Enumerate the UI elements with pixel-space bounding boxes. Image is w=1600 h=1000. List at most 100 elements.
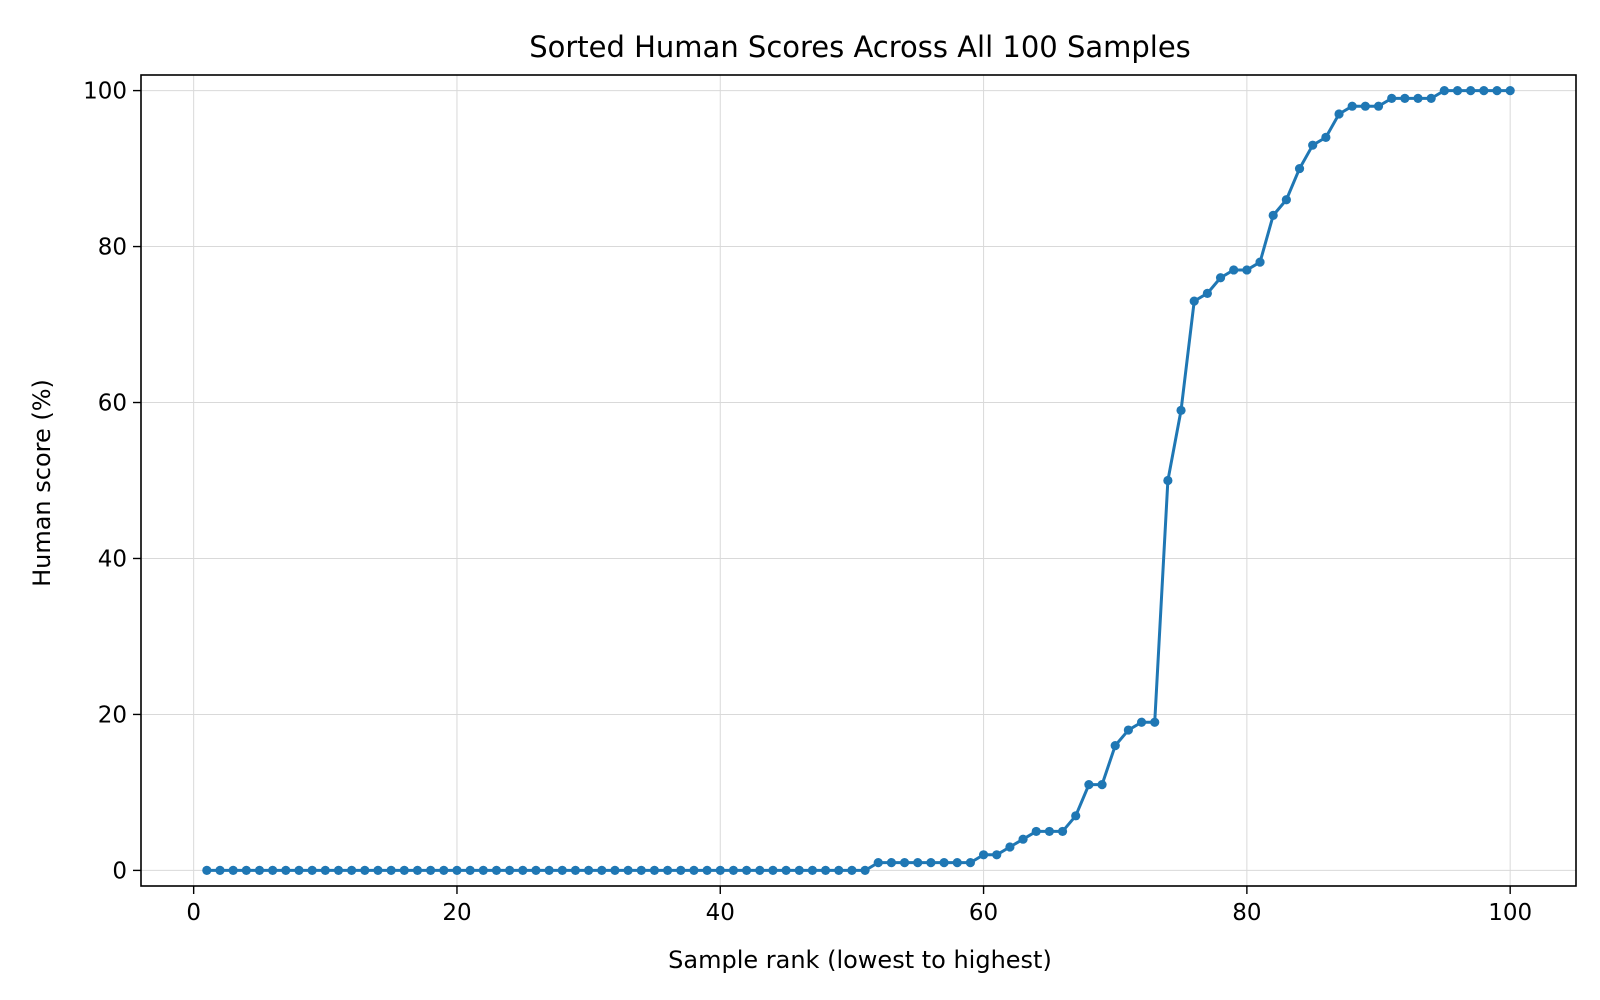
x-tick-label: 80 [1232, 900, 1261, 926]
x-tick-label: 20 [442, 900, 471, 926]
data-point [452, 865, 462, 876]
data-point [1387, 93, 1397, 103]
data-point [1452, 85, 1463, 96]
data-point [939, 858, 949, 868]
series-layer [202, 85, 1515, 876]
y-tick-label: 60 [98, 391, 127, 417]
data-point [741, 865, 752, 876]
data-point [834, 865, 844, 876]
y-axis-ticks: 0 20 40 60 80 100 [83, 79, 141, 884]
data-point [1057, 826, 1068, 837]
data-point [1229, 265, 1239, 275]
chart-title: Sorted Human Scores Across All 100 Sampl… [529, 30, 1191, 64]
y-tick-label: 100 [83, 79, 127, 105]
data-point [649, 865, 660, 876]
data-point [202, 865, 212, 876]
data-point [847, 865, 857, 876]
data-point [320, 865, 330, 876]
y-tick-label: 40 [98, 546, 127, 572]
data-point [768, 865, 778, 876]
data-point [1492, 85, 1502, 96]
y-tick-label: 20 [98, 702, 127, 728]
data-point [373, 865, 383, 876]
data-point [333, 865, 344, 876]
x-tick-label: 40 [706, 900, 735, 926]
data-point [1400, 93, 1410, 103]
data-point [1215, 273, 1226, 283]
data-point [268, 865, 278, 876]
data-point [636, 865, 646, 876]
series-line [205, 89, 1512, 872]
data-point [913, 858, 923, 868]
data-point [715, 865, 725, 876]
data-point [597, 865, 607, 876]
data-point [623, 865, 633, 876]
data-point [610, 865, 620, 876]
data-point [794, 865, 804, 876]
data-point [439, 865, 449, 876]
data-point [1373, 101, 1384, 111]
data-point [965, 858, 976, 868]
data-point [992, 850, 1002, 860]
data-point [544, 865, 554, 876]
data-point [1360, 101, 1370, 111]
data-point [807, 865, 818, 876]
data-point [241, 865, 251, 876]
data-point [781, 865, 791, 876]
data-point [899, 858, 910, 868]
plot-frame [140, 74, 1577, 887]
data-point [1071, 811, 1081, 821]
y-tick-label: 0 [112, 858, 127, 884]
data-point [347, 865, 357, 876]
data-point [1281, 195, 1291, 205]
data-point [702, 865, 712, 876]
x-axis-label: Sample rank (lowest to highest) [668, 946, 1052, 974]
data-point [1018, 834, 1028, 844]
data-point [820, 865, 831, 876]
data-point [1031, 826, 1041, 837]
x-tick-label: 100 [1488, 900, 1532, 926]
data-point [1163, 475, 1173, 486]
data-point [728, 865, 739, 876]
data-point [399, 865, 409, 876]
data-point [952, 858, 962, 868]
data-point [1439, 85, 1449, 96]
y-tick-label: 80 [98, 235, 127, 261]
data-point [689, 865, 699, 876]
data-point [1255, 257, 1265, 267]
data-point [1097, 780, 1107, 790]
data-point [1176, 405, 1186, 415]
data-point [1189, 296, 1199, 306]
data-point [1044, 826, 1054, 837]
data-point [1334, 109, 1344, 119]
data-point [860, 865, 870, 876]
data-point [1505, 85, 1515, 96]
data-point [1308, 140, 1318, 150]
data-point [1123, 725, 1133, 735]
data-point [570, 865, 581, 876]
data-point [478, 865, 488, 876]
data-point [676, 865, 686, 876]
data-point [1136, 717, 1147, 727]
data-point [1268, 210, 1278, 220]
data-point [294, 865, 304, 876]
data-point [663, 865, 673, 876]
data-point [254, 865, 265, 876]
x-tick-label: 60 [969, 900, 998, 926]
data-point [518, 865, 528, 876]
data-point [1202, 288, 1212, 298]
data-point [978, 850, 989, 860]
data-point [886, 858, 897, 868]
data-point [531, 865, 541, 876]
data-point [281, 865, 291, 876]
data-point [1413, 93, 1423, 103]
data-point [1150, 717, 1160, 727]
data-point [1321, 132, 1331, 142]
data-point [1242, 265, 1252, 275]
data-point [491, 865, 502, 876]
data-point [926, 858, 936, 868]
data-point [755, 865, 765, 876]
y-axis-label: Human score (%) [28, 379, 56, 587]
